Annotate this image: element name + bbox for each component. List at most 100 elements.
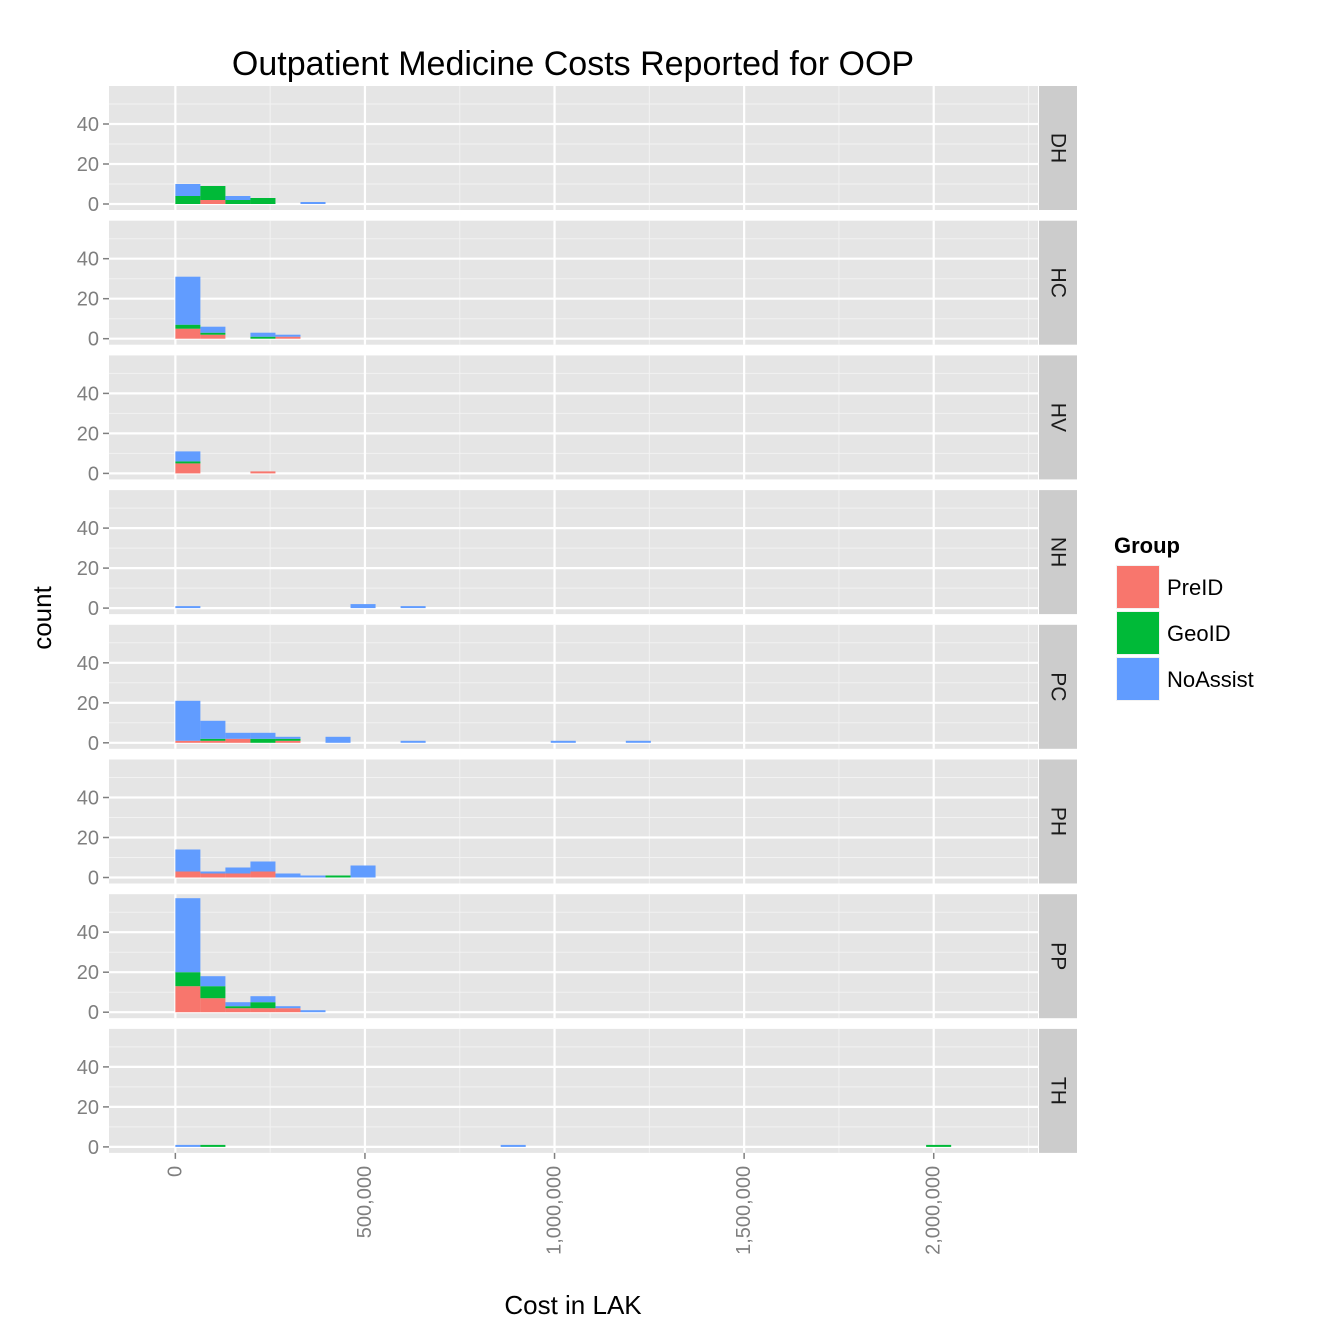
strip-background bbox=[1039, 86, 1077, 210]
bar-geoid bbox=[250, 1002, 276, 1009]
bar-noassist bbox=[175, 898, 201, 973]
bar-noassist bbox=[225, 196, 251, 200]
legend-label-noassist: NoAssist bbox=[1167, 667, 1254, 692]
strip-label: HC bbox=[1047, 268, 1070, 298]
y-tick-label: 0 bbox=[88, 329, 99, 351]
x-tick-label: 2,000,000 bbox=[923, 1166, 945, 1255]
x-axis-title: Cost in LAK bbox=[504, 1290, 642, 1320]
strip-label: DH bbox=[1047, 133, 1070, 163]
bar-geoid bbox=[225, 1006, 251, 1009]
bar-noassist bbox=[250, 996, 276, 1003]
bar-preid bbox=[275, 336, 301, 339]
panel-background bbox=[109, 490, 1038, 615]
legend-key-noassist bbox=[1117, 658, 1159, 700]
bar-noassist bbox=[250, 861, 276, 872]
y-tick-label: 20 bbox=[77, 962, 99, 984]
bar-noassist bbox=[250, 732, 276, 739]
legend-label-geoid: GeoID bbox=[1167, 621, 1231, 646]
panel-background bbox=[109, 624, 1038, 749]
facet-panel-pc: 0 20 40 PC bbox=[77, 624, 1077, 755]
bar-geoid bbox=[926, 1144, 952, 1147]
x-tick-label: 1,500,000 bbox=[733, 1166, 755, 1255]
bar-geoid bbox=[275, 738, 301, 741]
strip-background bbox=[1039, 355, 1077, 480]
facet-panel-dh: 0 20 40 DH bbox=[77, 86, 1077, 216]
y-tick-label: 20 bbox=[77, 558, 99, 580]
bar-noassist bbox=[400, 740, 426, 743]
bar-geoid bbox=[200, 1144, 226, 1147]
panel-background bbox=[109, 894, 1038, 1019]
y-tick-label: 20 bbox=[77, 423, 99, 445]
y-tick-label: 40 bbox=[77, 1057, 99, 1079]
facet-panel-th: 0 20 40 TH bbox=[77, 1028, 1077, 1159]
bar-noassist bbox=[225, 732, 251, 739]
legend-title: Group bbox=[1114, 533, 1180, 558]
legend-key-preid bbox=[1117, 566, 1159, 608]
bar-geoid bbox=[250, 336, 276, 339]
bar-noassist bbox=[325, 736, 351, 743]
bar-noassist bbox=[175, 606, 201, 609]
bar-noassist bbox=[175, 700, 201, 741]
y-tick-label: 0 bbox=[88, 733, 99, 755]
bar-geoid bbox=[250, 738, 276, 743]
strip-label: PC bbox=[1047, 672, 1070, 701]
bar-preid bbox=[250, 1008, 276, 1013]
strip-label: PP bbox=[1047, 942, 1070, 970]
bar-geoid bbox=[175, 972, 201, 987]
legend-key-geoid bbox=[1117, 612, 1159, 654]
bar-geoid bbox=[175, 461, 201, 464]
bar-preid bbox=[200, 334, 226, 339]
bar-preid bbox=[250, 871, 276, 878]
y-tick-label: 0 bbox=[88, 463, 99, 485]
bar-geoid bbox=[175, 324, 201, 329]
bar-noassist bbox=[175, 849, 201, 872]
bar-noassist bbox=[550, 740, 576, 743]
y-tick-label: 40 bbox=[77, 114, 99, 136]
x-tick-label: 1,000,000 bbox=[544, 1166, 566, 1255]
facet-panel-ph: 0 20 40 PH bbox=[77, 759, 1077, 890]
y-tick-label: 0 bbox=[88, 1002, 99, 1024]
bar-preid bbox=[250, 471, 276, 474]
y-tick-label: 0 bbox=[88, 194, 99, 216]
bar-preid bbox=[275, 740, 301, 743]
x-tick-label: 0 bbox=[164, 1166, 186, 1177]
bar-geoid bbox=[225, 200, 251, 204]
bar-geoid bbox=[200, 332, 226, 335]
bar-geoid bbox=[175, 196, 201, 204]
y-tick-label: 0 bbox=[88, 1137, 99, 1159]
bar-noassist bbox=[350, 865, 376, 878]
bar-noassist bbox=[275, 736, 301, 739]
strip-background bbox=[1039, 220, 1077, 345]
bar-noassist bbox=[300, 202, 326, 204]
chart-title: Outpatient Medicine Costs Reported for O… bbox=[232, 45, 914, 83]
bar-preid bbox=[225, 738, 251, 743]
y-tick-label: 20 bbox=[77, 828, 99, 850]
bar-noassist bbox=[275, 873, 301, 878]
facet-panel-nh: 0 20 40 NH bbox=[77, 490, 1077, 620]
bar-preid bbox=[175, 871, 201, 878]
bar-preid bbox=[175, 328, 201, 339]
bar-noassist bbox=[200, 326, 226, 333]
facet-panel-hv: 0 20 40 HV bbox=[77, 355, 1077, 485]
bar-noassist bbox=[350, 604, 376, 609]
bar-noassist bbox=[300, 875, 326, 878]
bar-preid bbox=[225, 873, 251, 878]
y-tick-label: 40 bbox=[77, 922, 99, 944]
y-tick-label: 20 bbox=[77, 693, 99, 715]
strip-background bbox=[1039, 759, 1077, 884]
bar-preid bbox=[175, 740, 201, 743]
strip-label: NH bbox=[1047, 537, 1070, 567]
bar-preid bbox=[175, 463, 201, 474]
bar-noassist bbox=[275, 1006, 301, 1009]
bar-noassist bbox=[175, 451, 201, 462]
bar-preid bbox=[200, 200, 226, 204]
panel-background bbox=[109, 355, 1038, 480]
bar-noassist bbox=[500, 1144, 526, 1147]
bar-geoid bbox=[200, 186, 226, 200]
y-tick-label: 0 bbox=[88, 598, 99, 620]
y-tick-label: 40 bbox=[77, 383, 99, 405]
y-tick-label: 40 bbox=[77, 788, 99, 810]
panel-background bbox=[109, 220, 1038, 345]
x-tick-label: 500,000 bbox=[354, 1166, 376, 1238]
